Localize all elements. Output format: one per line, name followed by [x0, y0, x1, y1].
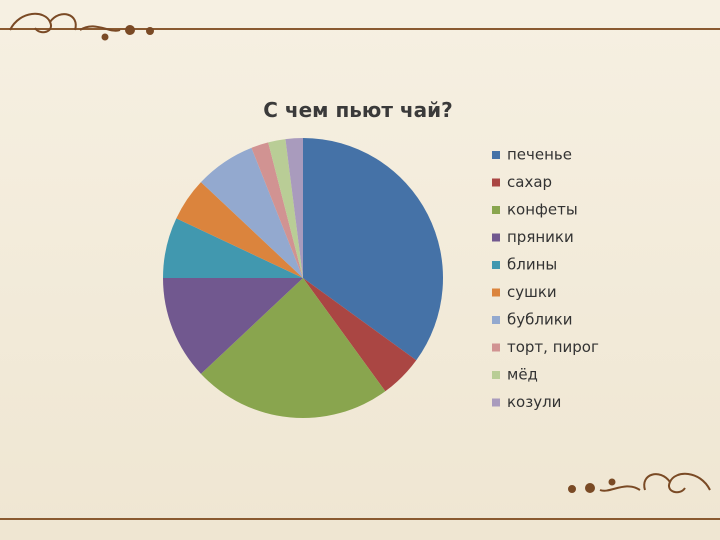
legend-swatch: [492, 206, 500, 214]
legend-swatch: [492, 316, 500, 324]
legend-label: пряники: [507, 228, 574, 246]
legend-swatch: [492, 343, 500, 352]
legend-label: блины: [507, 256, 557, 274]
legend-label: бублики: [507, 311, 573, 329]
legend-label: мёд: [507, 366, 538, 384]
legend-label: сахар: [507, 173, 552, 191]
pie-slice: [176, 182, 303, 278]
legend-label: козули: [507, 393, 561, 411]
pie-slice: [163, 278, 303, 374]
legend-swatch: [492, 151, 500, 159]
legend-swatch: [492, 371, 500, 379]
legend-swatch: [492, 233, 500, 242]
legend: печенье сахар конфеты пряники блины сушки бубл…: [492, 146, 599, 411]
chart-title: С чем пьют чай?: [263, 98, 453, 122]
pie-slice: [163, 218, 303, 278]
pie: [163, 138, 443, 418]
legend-label: печенье: [507, 146, 572, 164]
legend-swatch: [492, 261, 500, 269]
pie-slice: [200, 278, 386, 418]
pie-slice: [303, 278, 417, 392]
legend-swatch: [492, 398, 500, 407]
legend-swatch: [492, 178, 500, 187]
pie-slice: [285, 138, 303, 278]
legend-label: торт, пирог: [507, 338, 599, 356]
ornament-top: [0, 12, 720, 41]
pie-slice: [303, 138, 443, 361]
pie-slice: [200, 147, 303, 278]
legend-swatch: [492, 288, 500, 297]
pie-slice: [251, 142, 303, 278]
legend-label: конфеты: [507, 201, 578, 219]
pie-slice: [268, 139, 303, 278]
ornament-bottom: [0, 472, 720, 520]
legend-label: сушки: [507, 283, 557, 301]
